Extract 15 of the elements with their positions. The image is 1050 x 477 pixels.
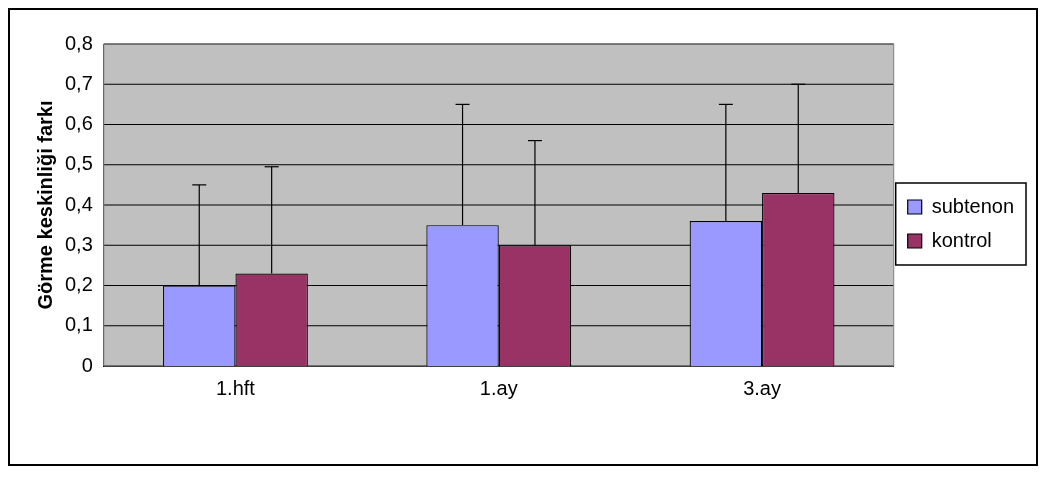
x-tick-label: 3.ay (743, 376, 781, 399)
y-tick-label: 0,5 (64, 152, 93, 175)
y-tick-label: 0 (81, 353, 93, 376)
y-tick-label: 0,7 (64, 71, 93, 94)
y-axis-title: Görme keskinliği farkı (33, 100, 56, 310)
y-tick-label: 0,3 (64, 232, 93, 255)
legend-label: kontrol (931, 228, 992, 251)
y-tick-label: 0,4 (64, 192, 93, 215)
legend-label: subtenon (931, 194, 1014, 217)
y-tick-label: 0,1 (64, 313, 93, 336)
y-tick-label: 0,2 (64, 273, 93, 296)
x-tick-label: 1.ay (479, 376, 518, 399)
y-tick-label: 0,6 (64, 112, 93, 135)
y-tick-label: 0,8 (64, 31, 93, 54)
x-tick-label: 1.hft (215, 376, 256, 399)
